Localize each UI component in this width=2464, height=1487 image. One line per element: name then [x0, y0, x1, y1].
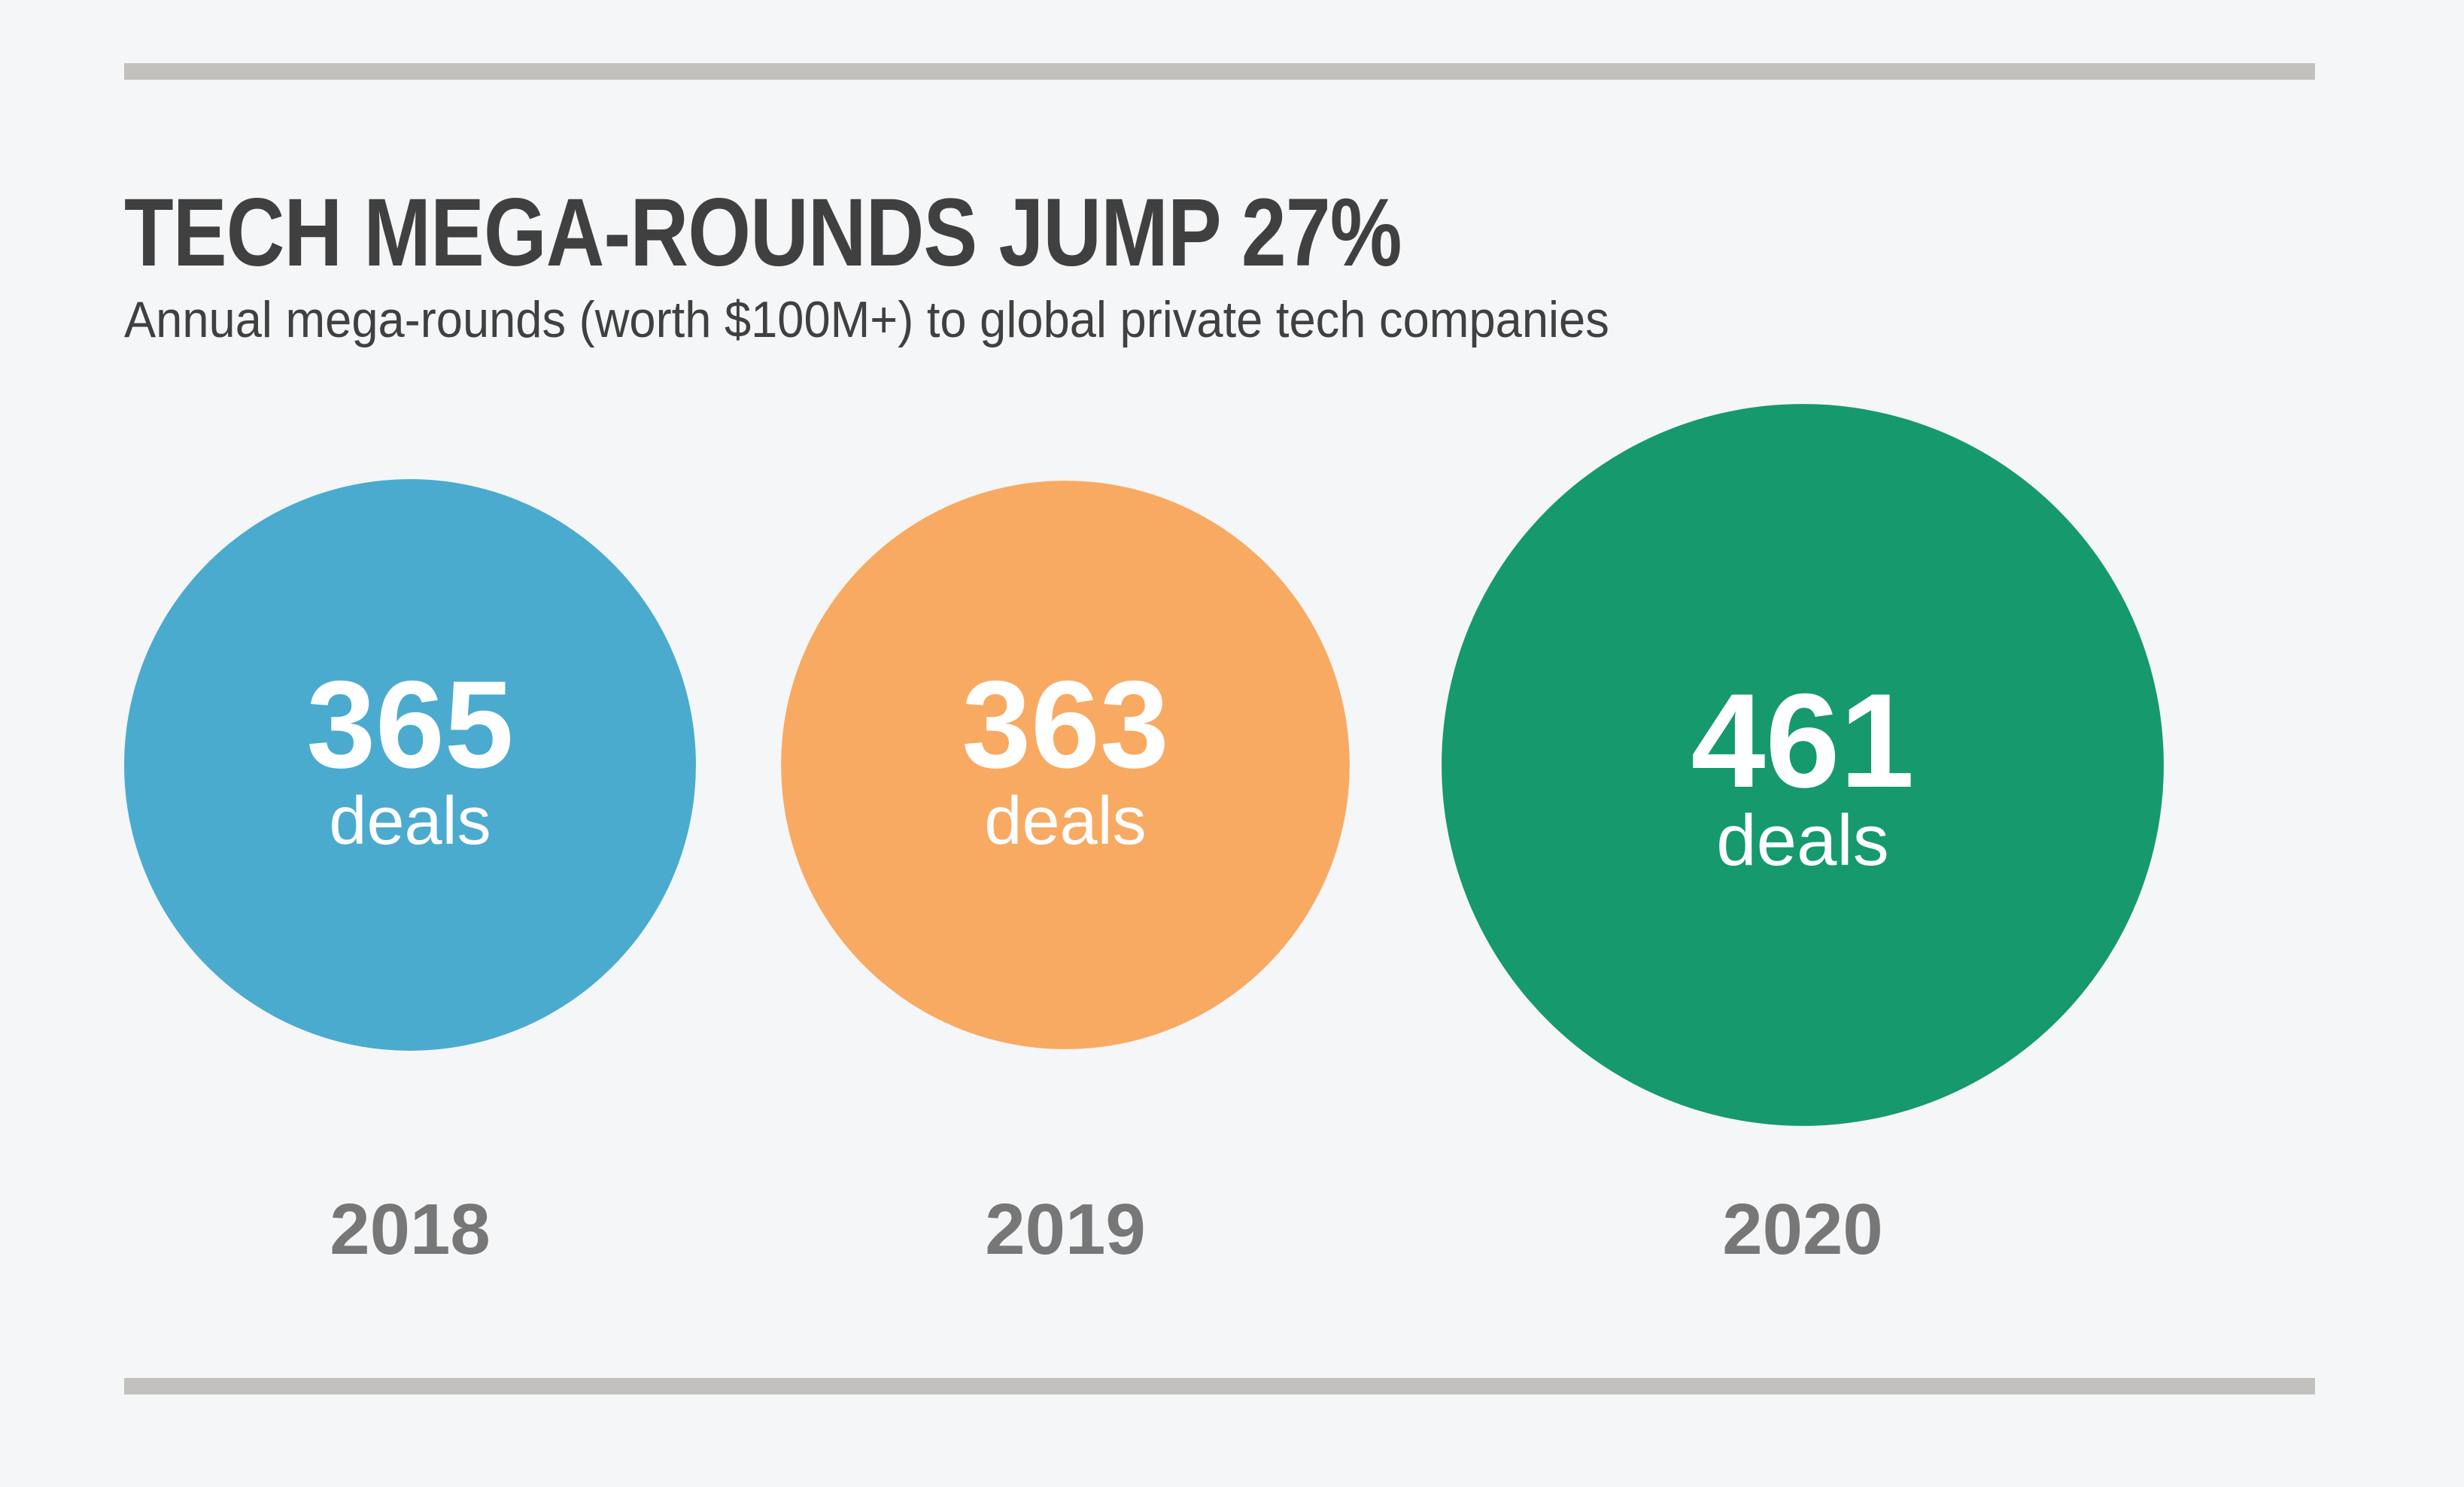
year-label: 2020 [1722, 1189, 1883, 1270]
top-rule [124, 63, 2315, 80]
bubble-2019 [781, 481, 1350, 1049]
unit-label: deals [1716, 800, 1889, 881]
value-label: 363 [962, 655, 1168, 794]
year-label: 2019 [985, 1189, 1146, 1270]
bubble-2020 [1442, 404, 2164, 1126]
chart-subtitle: Annual mega-rounds (worth $100M+) to glo… [124, 291, 1609, 348]
year-label: 2018 [330, 1189, 491, 1270]
chart-title: TECH MEGA-ROUNDS JUMP 27% [124, 179, 1402, 287]
unit-label: deals [329, 784, 491, 859]
unit-label: deals [984, 784, 1146, 859]
bubble-2018 [124, 479, 696, 1051]
bottom-rule [124, 1378, 2315, 1394]
value-label: 365 [306, 655, 513, 794]
value-label: 461 [1691, 666, 1915, 815]
